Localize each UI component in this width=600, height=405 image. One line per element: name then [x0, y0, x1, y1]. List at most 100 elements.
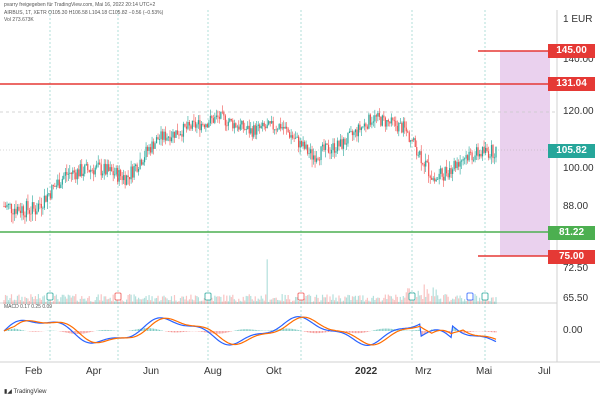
candle-body	[355, 130, 356, 133]
candle-body	[286, 127, 287, 129]
macd-histogram-bar	[488, 331, 489, 332]
macd-histogram-bar	[250, 329, 251, 331]
candle-body	[24, 215, 25, 217]
volume-bar	[59, 301, 60, 304]
volume-bar	[153, 301, 154, 304]
macd-histogram-bar	[243, 329, 244, 331]
volume-bar	[180, 298, 181, 304]
macd-histogram-bar	[240, 330, 241, 331]
macd-histogram-bar	[383, 329, 384, 331]
macd-histogram-bar	[285, 329, 286, 331]
macd-histogram-bar	[17, 329, 18, 331]
volume-bar	[332, 294, 333, 304]
candle-body	[280, 124, 281, 128]
volume-bar	[241, 301, 242, 304]
candle-body	[474, 155, 475, 159]
volume-bar	[119, 302, 120, 304]
volume-bar	[385, 295, 386, 304]
volume-bar	[132, 301, 133, 304]
volume-bar	[141, 299, 142, 304]
candle-body	[235, 123, 236, 127]
macd-histogram-bar	[131, 330, 132, 331]
macd-histogram-bar	[108, 330, 109, 331]
macd-histogram-bar	[374, 330, 375, 331]
volume-bar	[238, 299, 239, 304]
macd-histogram-bar	[286, 329, 287, 331]
volume-bar	[313, 301, 314, 304]
macd-histogram-bar	[110, 330, 111, 331]
volume-bar	[123, 301, 124, 304]
volume-bar	[436, 290, 437, 304]
macd-histogram-bar	[309, 331, 310, 333]
volume-bar	[364, 301, 365, 304]
volume-bar	[361, 300, 362, 304]
macd-histogram-bar	[86, 331, 87, 333]
macd-histogram-bar	[415, 330, 416, 331]
candle-body	[358, 125, 359, 137]
macd-histogram-bar	[288, 329, 289, 331]
candle-body	[467, 155, 468, 160]
candle-body	[99, 163, 100, 165]
logo-icon: ▮◢	[4, 389, 12, 395]
volume-bar	[380, 302, 381, 304]
candle-body	[129, 177, 130, 179]
macd-histogram-bar	[14, 329, 15, 331]
volume-bar	[255, 296, 256, 304]
volume-bar	[297, 297, 298, 304]
candle-body	[353, 132, 354, 135]
volume-bar	[427, 289, 428, 304]
macd-histogram-bar	[8, 330, 9, 331]
candle-body	[258, 125, 259, 126]
candle-body	[255, 125, 256, 134]
macd-histogram-bar	[368, 331, 369, 332]
volume-bar	[276, 298, 277, 304]
macd-histogram-bar	[316, 331, 317, 333]
candle-body	[142, 162, 143, 164]
candle-body	[74, 170, 75, 172]
macd-info: MACD 0.17 0.25 0.09	[4, 304, 52, 310]
candle-body	[3, 206, 4, 207]
macd-histogram-bar	[352, 331, 353, 333]
volume-bar	[258, 299, 259, 304]
candle-body	[123, 175, 124, 180]
candle-body	[54, 186, 55, 187]
candle-body	[104, 164, 105, 174]
volume-bar	[305, 296, 306, 304]
level-badge-145: 145.00	[548, 44, 595, 58]
candle-body	[66, 172, 67, 175]
macd-histogram-bar	[359, 331, 360, 333]
volume-bar	[454, 299, 455, 304]
macd-histogram-bar	[65, 331, 66, 332]
macd-histogram-bar	[362, 331, 363, 333]
volume-bar	[406, 292, 407, 304]
volume-bar	[81, 296, 82, 304]
volume-bar	[199, 301, 200, 304]
macd-histogram-bar	[367, 331, 368, 332]
event-marker-icon	[298, 293, 304, 300]
signal-line	[4, 317, 496, 345]
volume-bar	[373, 296, 374, 304]
candle-body	[11, 204, 12, 213]
candle-body	[291, 135, 292, 137]
candle-body	[259, 125, 260, 129]
volume-bar	[256, 301, 257, 304]
volume-bar	[144, 298, 145, 304]
macd-histogram-bar	[101, 330, 102, 331]
macd-histogram-bar	[161, 330, 162, 331]
candle-body	[211, 116, 212, 118]
candle-body	[261, 126, 262, 128]
volume-bar	[319, 302, 320, 304]
candle-body	[60, 185, 61, 188]
candle-body	[394, 120, 395, 121]
candle-body	[169, 137, 170, 142]
volume-bar	[488, 301, 489, 304]
macd-histogram-bar	[385, 329, 386, 331]
candle-body	[89, 170, 90, 172]
candle-body	[454, 161, 455, 169]
candle-body	[477, 147, 478, 156]
candle-body	[392, 117, 393, 120]
candle-body	[90, 170, 91, 172]
candle-body	[391, 117, 392, 123]
